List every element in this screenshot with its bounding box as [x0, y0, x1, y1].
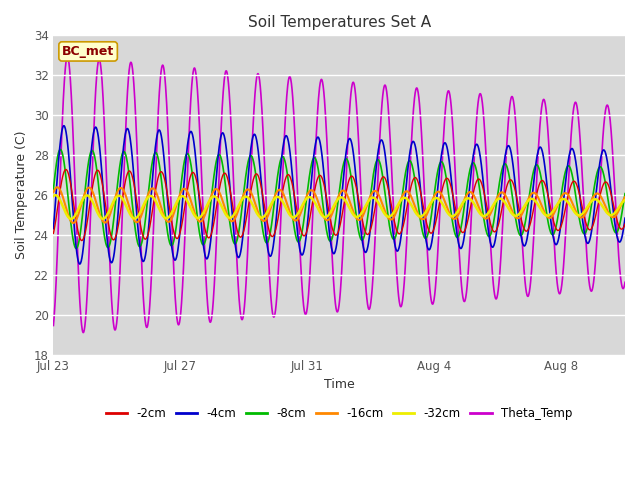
Title: Soil Temperatures Set A: Soil Temperatures Set A [248, 15, 431, 30]
Legend: -2cm, -4cm, -8cm, -16cm, -32cm, Theta_Temp: -2cm, -4cm, -8cm, -16cm, -32cm, Theta_Te… [101, 402, 577, 425]
Y-axis label: Soil Temperature (C): Soil Temperature (C) [15, 131, 28, 259]
X-axis label: Time: Time [324, 378, 355, 391]
Text: BC_met: BC_met [62, 45, 115, 58]
